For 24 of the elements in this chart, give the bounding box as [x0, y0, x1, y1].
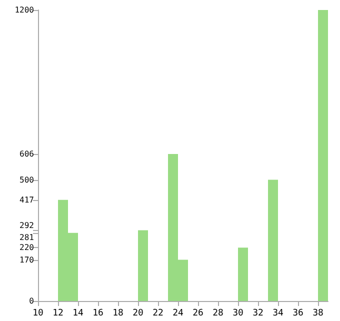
y-tick-label: 0 [29, 296, 34, 306]
y-tick-label: 292 [20, 221, 34, 230]
x-tick-label: 10 [32, 308, 44, 318]
x-tick-label: 12 [52, 308, 64, 318]
y-tick-label: 170 [20, 255, 34, 264]
y-tick-label: 1200 [14, 6, 34, 14]
x-tick-label: 28 [212, 308, 224, 318]
x-tick-label: 18 [112, 308, 124, 318]
x-tick-label: 38 [312, 308, 324, 318]
x-tick-label: 22 [152, 308, 164, 318]
x-tick-label: 36 [292, 308, 304, 318]
x-tick-label: 34 [272, 308, 284, 318]
x-tick-label: 26 [192, 308, 204, 318]
x-tick-label: 16 [92, 308, 104, 318]
y-tick-label: 281 [20, 232, 34, 242]
x-tick-label: 32 [252, 308, 264, 318]
x-tick-label: 24 [172, 308, 184, 318]
x-tick-label: 20 [132, 308, 144, 318]
x-tick-label: 30 [232, 308, 244, 318]
x-tick-label: 14 [72, 308, 84, 318]
y-tick-label: 417 [20, 195, 34, 204]
y-tick-label: 606 [20, 150, 34, 159]
y-tick-label: 500 [20, 175, 34, 184]
y-tick-label: 220 [20, 243, 34, 252]
